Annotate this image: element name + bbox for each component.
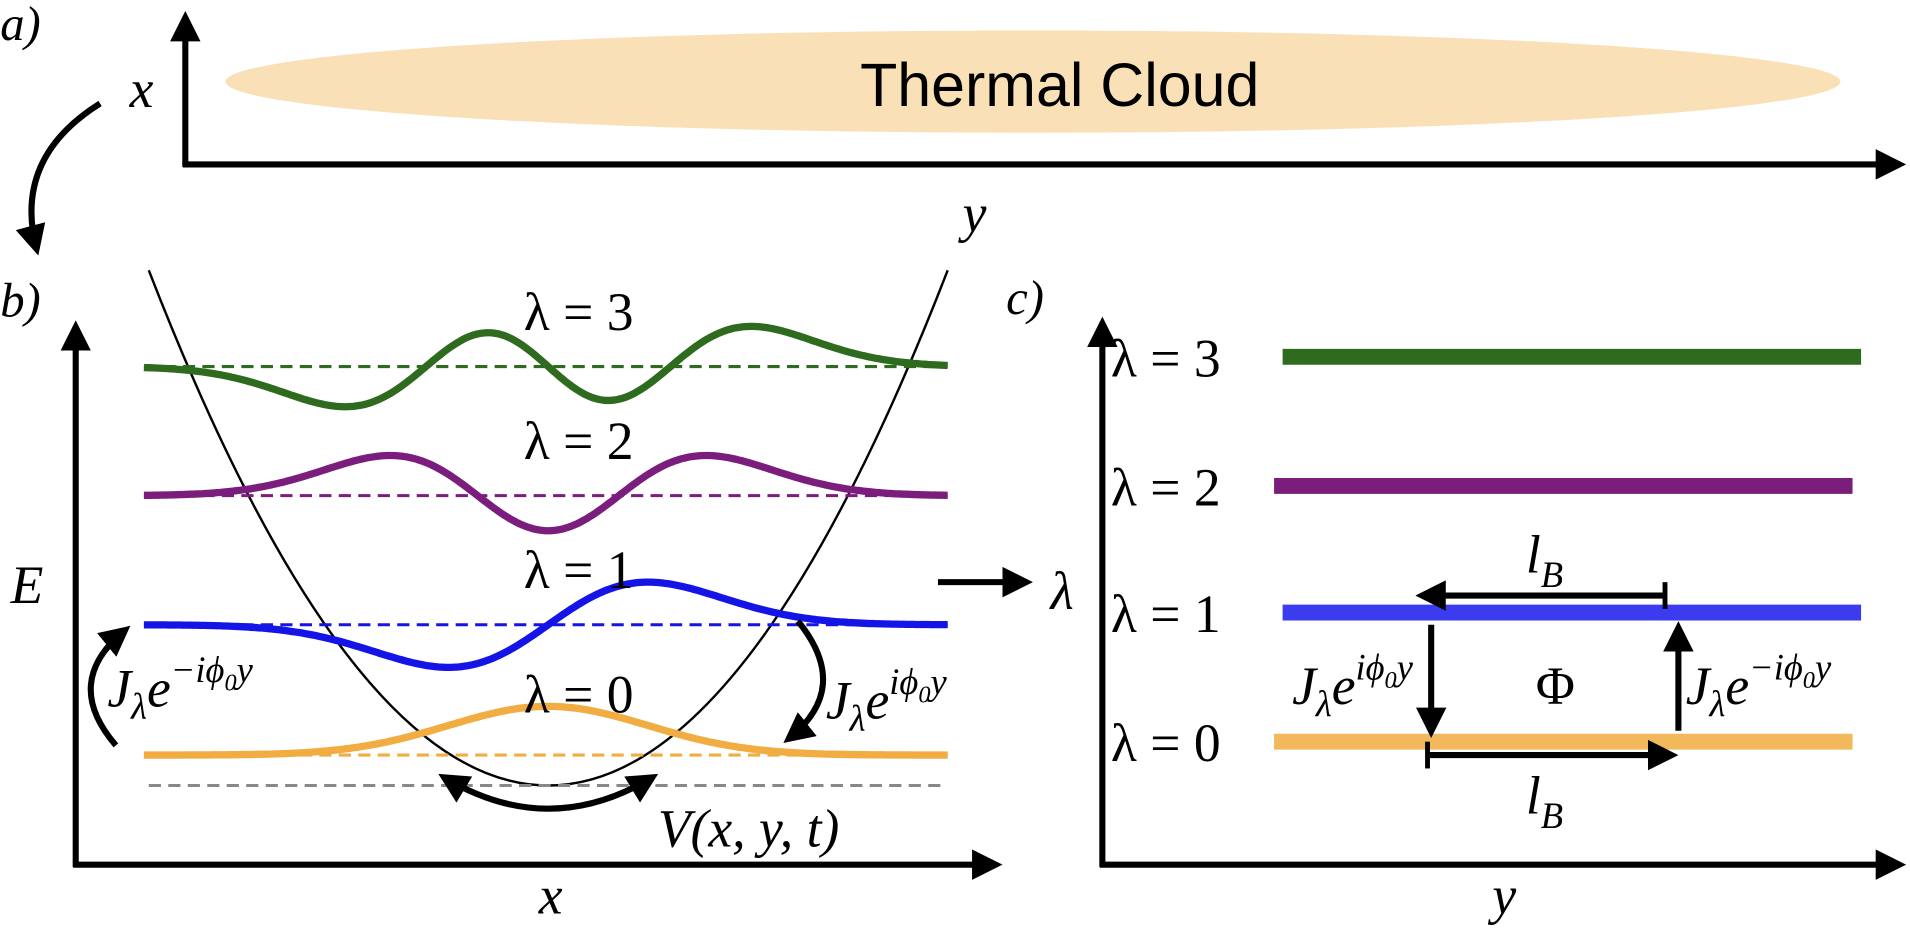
thermal-cloud — [225, 30, 1841, 133]
connector-arrow — [15, 100, 102, 256]
axis-label: E — [10, 555, 44, 615]
hop-exp: iϕ — [1355, 647, 1384, 688]
panel-label: c) — [1006, 271, 1044, 325]
panel-label: a) — [0, 0, 41, 51]
hopping-label: Jλe−iϕ0y — [107, 649, 253, 727]
axis-label: x — [538, 865, 563, 925]
hop-exp: iϕ — [889, 661, 918, 702]
length-sub: B — [1541, 554, 1563, 595]
hopping-label: Jλeiϕ0y — [826, 661, 948, 739]
hop-exp: −iϕ — [1749, 647, 1803, 688]
hop-exp-end: y — [1393, 647, 1414, 688]
hop-sub: λ — [1315, 683, 1332, 724]
level-label: λ = 1 — [1111, 584, 1221, 644]
hop-e: e — [1725, 656, 1749, 716]
level-label: λ = 1 — [524, 540, 634, 600]
wavefunction — [143, 702, 948, 759]
length-l: l — [1526, 524, 1541, 584]
hop-e: e — [866, 671, 890, 731]
wavefunction — [143, 322, 948, 411]
hop-j: J — [1686, 656, 1712, 716]
hop-exp-sub: 0 — [1385, 667, 1397, 694]
length-label: lB — [1526, 766, 1563, 837]
level-label: λ = 0 — [1111, 713, 1221, 773]
panel-label: b) — [0, 274, 41, 328]
level-label: λ = 0 — [524, 664, 634, 724]
hop-sub: λ — [1708, 683, 1725, 724]
hop-j: J — [826, 671, 852, 731]
wavefunction — [143, 578, 948, 672]
hop-exp: −iϕ — [171, 649, 225, 690]
hop-exp-sub: 0 — [224, 670, 236, 697]
hop-exp-end: y — [233, 649, 254, 690]
axis-label: λ — [1049, 561, 1074, 621]
axis-label: y — [958, 183, 987, 243]
hop-arrow — [87, 625, 131, 748]
hop-exp-sub: 0 — [1803, 667, 1815, 694]
hop-arrow — [783, 619, 827, 744]
length-label: lB — [1526, 524, 1563, 595]
axis-label: x — [129, 59, 154, 119]
axis-label: y — [1487, 865, 1516, 925]
hop-exp-end: y — [1811, 647, 1832, 688]
level-label: λ = 3 — [1111, 328, 1221, 388]
hop-sub: λ — [849, 698, 866, 739]
flux-label: Φ — [1536, 656, 1575, 716]
hop-j: J — [1292, 656, 1318, 716]
length-sub: B — [1541, 795, 1563, 836]
level-label: λ = 2 — [1111, 457, 1221, 517]
level-label: λ = 2 — [524, 411, 634, 471]
potential-label: V(x, y, t) — [658, 798, 839, 858]
length-l: l — [1526, 766, 1541, 826]
hop-exp-sub: 0 — [918, 682, 930, 709]
modulation-arrow — [438, 773, 659, 812]
hop-e: e — [147, 658, 171, 718]
cloud-label: Thermal Cloud — [860, 51, 1259, 119]
wavefunction — [143, 451, 948, 535]
hopping-label: Jλe−iϕ0y — [1686, 647, 1832, 725]
hop-exp-end: y — [927, 661, 948, 702]
hopping-label: Jλeiϕ0y — [1292, 647, 1414, 725]
hop-sub: λ — [130, 686, 147, 727]
hop-j: J — [107, 658, 133, 718]
hop-e: e — [1332, 656, 1356, 716]
level-label: λ = 3 — [524, 282, 634, 342]
